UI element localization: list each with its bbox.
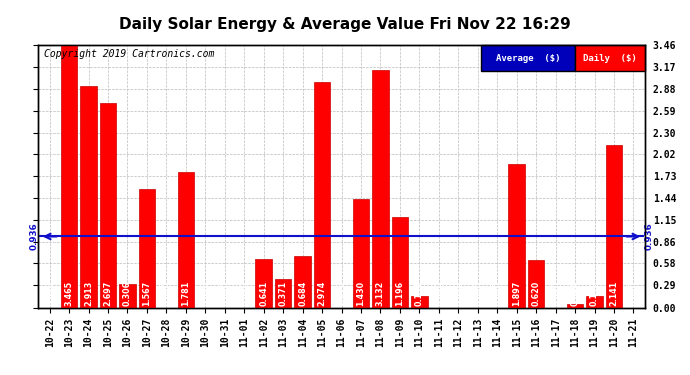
Text: 1.196: 1.196 [395,281,404,306]
Text: 0.620: 0.620 [532,281,541,306]
Bar [139,189,155,308]
Text: 3.465: 3.465 [65,281,74,306]
Bar [528,261,544,308]
Text: 0.000: 0.000 [239,281,248,306]
Text: 0.936: 0.936 [644,223,653,251]
Text: 0.641: 0.641 [259,281,268,306]
Text: Copyright 2019 Cartronics.com: Copyright 2019 Cartronics.com [44,49,215,59]
Text: Average  ($): Average ($) [496,54,560,63]
Text: 2.974: 2.974 [317,281,326,306]
Bar [411,296,428,307]
Bar [509,164,525,308]
Text: 0.000: 0.000 [551,281,560,306]
Text: 0.000: 0.000 [337,281,346,306]
Text: 1.567: 1.567 [142,281,151,306]
Text: 0.151: 0.151 [415,281,424,306]
Bar [177,172,194,308]
Text: 2.697: 2.697 [104,281,112,306]
Bar [100,103,117,308]
FancyBboxPatch shape [575,45,645,71]
Text: 0.306: 0.306 [123,281,132,306]
Text: 0.149: 0.149 [590,281,599,306]
Text: 3.132: 3.132 [376,281,385,306]
Text: 1.781: 1.781 [181,281,190,306]
Bar [80,87,97,308]
Bar [275,279,291,308]
Bar [372,70,388,308]
Text: 0.000: 0.000 [454,281,463,306]
Bar [392,217,408,308]
Text: Daily  ($): Daily ($) [583,54,637,63]
Bar [295,256,311,308]
Text: 0.044: 0.044 [571,281,580,306]
Text: 0.000: 0.000 [45,281,54,306]
Text: 0.000: 0.000 [435,281,444,306]
Bar [566,304,583,307]
FancyBboxPatch shape [481,45,575,71]
Text: 0.000: 0.000 [162,281,171,306]
Text: 0.000: 0.000 [201,281,210,306]
Text: 2.141: 2.141 [609,281,618,306]
Bar [255,259,272,308]
Text: 1.430: 1.430 [357,281,366,306]
Bar [586,296,603,307]
Text: 0.000: 0.000 [493,281,502,306]
Text: 0.371: 0.371 [279,281,288,306]
Bar [61,45,77,308]
Text: Daily Solar Energy & Average Value Fri Nov 22 16:29: Daily Solar Energy & Average Value Fri N… [119,17,571,32]
Bar [353,199,369,308]
Bar [119,284,136,308]
Text: 1.897: 1.897 [512,281,521,306]
Bar [606,145,622,308]
Text: 0.936: 0.936 [30,223,39,251]
Text: 0.000: 0.000 [629,281,638,306]
Text: 0.000: 0.000 [220,281,229,306]
Text: 0.684: 0.684 [298,281,307,306]
Text: 0.000: 0.000 [473,281,482,306]
Text: 2.913: 2.913 [84,281,93,306]
Bar [314,82,331,308]
